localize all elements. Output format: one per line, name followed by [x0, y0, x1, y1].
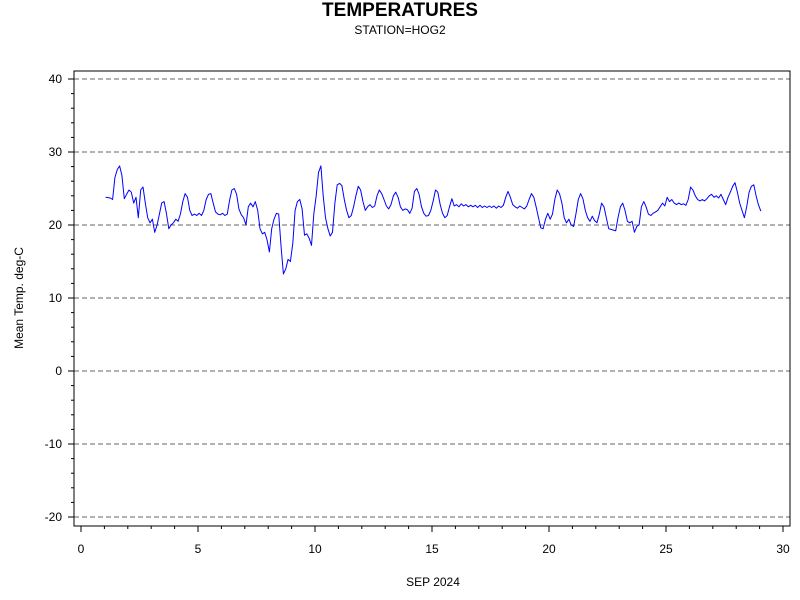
series-layer [105, 165, 762, 275]
x-tick-label: 15 [425, 542, 439, 556]
chart-title: TEMPERATURES [322, 0, 478, 21]
x-tick-label: 0 [78, 542, 85, 556]
y-tick-label: 40 [49, 72, 63, 86]
temperature-series-line [105, 165, 762, 275]
x-tick-label: 25 [659, 542, 673, 556]
y-tick-label: 10 [49, 291, 63, 305]
y-tick-label: 30 [49, 145, 63, 159]
x-tick-label: 30 [776, 542, 790, 556]
x-tick-label: 20 [542, 542, 556, 556]
y-tick-label: 20 [49, 218, 63, 232]
grid-lines [74, 78, 790, 518]
x-tick-label: 5 [195, 542, 202, 556]
x-axis-label: SEP 2024 [406, 575, 460, 589]
y-tick-label: -10 [45, 437, 63, 451]
x-tick-label: 10 [308, 542, 322, 556]
chart-subtitle: STATION=HOG2 [354, 23, 446, 37]
y-tick-label: -20 [45, 510, 63, 524]
axis-ticks: -20 -10 0 10 20 30 40 0 5 10 15 20 25 30 [45, 72, 790, 556]
y-tick-label: 0 [55, 364, 62, 378]
